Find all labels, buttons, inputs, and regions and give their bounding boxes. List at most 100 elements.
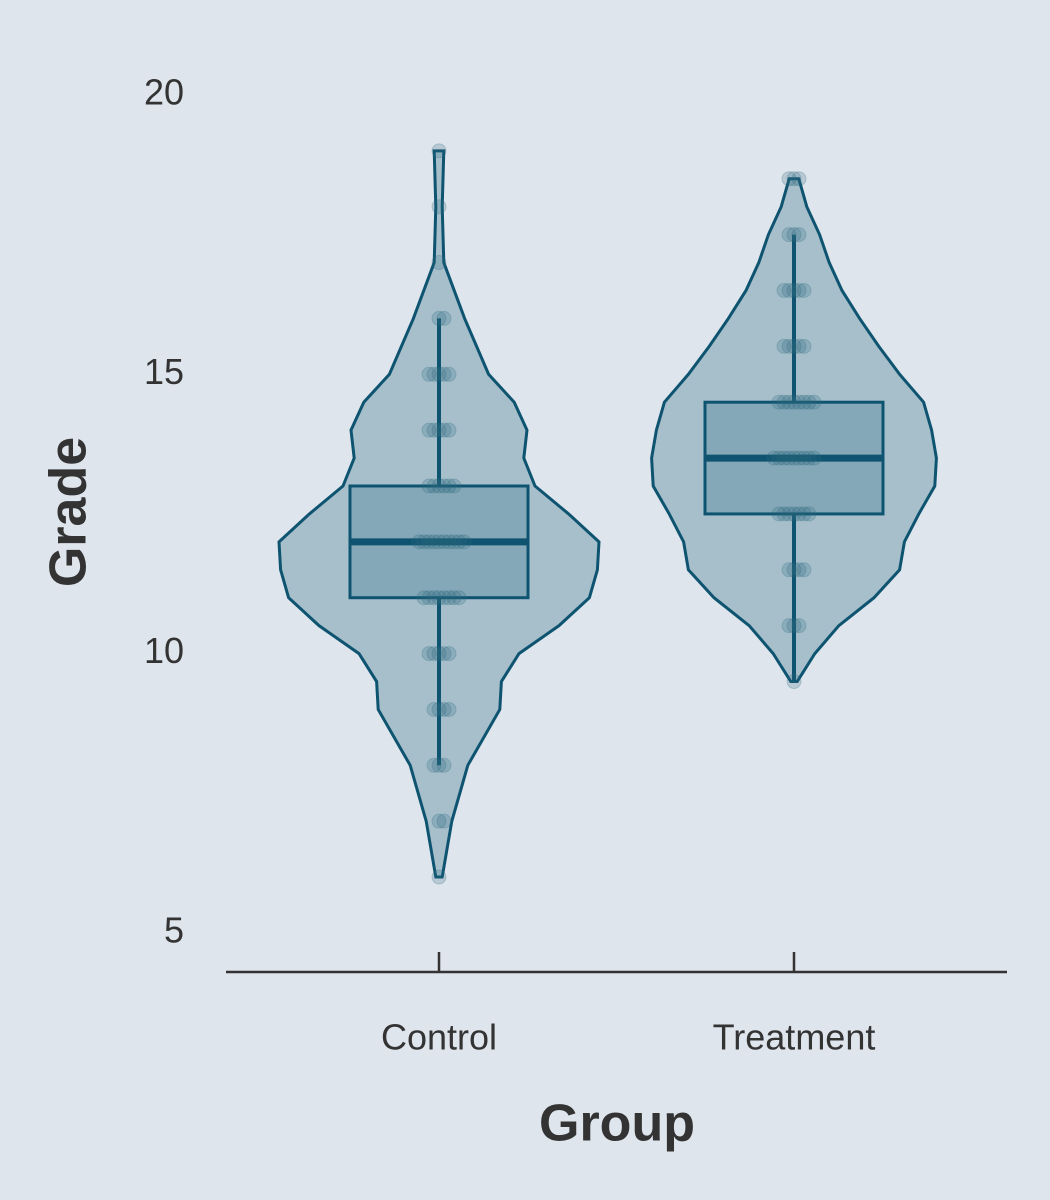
point xyxy=(771,450,787,466)
point xyxy=(781,171,797,187)
point xyxy=(786,674,802,690)
point xyxy=(416,590,432,606)
point xyxy=(781,394,797,410)
x-tick-label: Treatment xyxy=(713,1017,876,1058)
point xyxy=(781,562,797,578)
point xyxy=(436,590,452,606)
point xyxy=(776,394,792,410)
point xyxy=(431,255,447,271)
point xyxy=(806,450,822,466)
point xyxy=(421,366,437,382)
point xyxy=(441,701,457,717)
point xyxy=(786,227,802,243)
point xyxy=(431,478,447,494)
y-axis-title: Grade xyxy=(40,437,98,587)
point xyxy=(786,338,802,354)
point xyxy=(776,450,792,466)
x-tick-label: Control xyxy=(381,1017,497,1058)
point xyxy=(786,506,802,522)
point xyxy=(796,338,812,354)
point xyxy=(431,199,447,215)
point xyxy=(421,422,437,438)
point xyxy=(776,506,792,522)
point xyxy=(421,590,437,606)
point xyxy=(411,534,427,550)
point xyxy=(791,338,807,354)
point xyxy=(786,394,802,410)
point xyxy=(426,701,442,717)
point xyxy=(426,757,442,773)
point xyxy=(421,478,437,494)
point xyxy=(786,618,802,634)
point xyxy=(796,506,812,522)
point xyxy=(426,422,442,438)
point xyxy=(431,422,447,438)
y-tick-label: 10 xyxy=(144,630,184,671)
point xyxy=(796,562,812,578)
point xyxy=(431,534,447,550)
point xyxy=(786,562,802,578)
point xyxy=(781,506,797,522)
point xyxy=(791,394,807,410)
point xyxy=(796,282,812,298)
point xyxy=(776,338,792,354)
point xyxy=(446,590,462,606)
point xyxy=(791,227,807,243)
point xyxy=(431,701,447,717)
x-axis-title: Group xyxy=(539,1095,695,1153)
point xyxy=(431,366,447,382)
point xyxy=(426,590,442,606)
point xyxy=(436,646,452,662)
point xyxy=(796,450,812,466)
point xyxy=(431,590,447,606)
point xyxy=(781,338,797,354)
y-tick-label: 20 xyxy=(144,71,184,112)
point xyxy=(791,562,807,578)
point xyxy=(446,534,462,550)
point xyxy=(431,646,447,662)
point xyxy=(771,506,787,522)
point xyxy=(801,394,817,410)
point xyxy=(791,282,807,298)
point xyxy=(801,506,817,522)
point xyxy=(426,534,442,550)
point xyxy=(436,478,452,494)
point xyxy=(436,757,452,773)
point xyxy=(436,422,452,438)
point xyxy=(781,227,797,243)
point xyxy=(441,422,457,438)
point xyxy=(771,394,787,410)
point xyxy=(431,757,447,773)
point xyxy=(456,534,472,550)
point xyxy=(436,534,452,550)
point xyxy=(806,394,822,410)
point xyxy=(441,534,457,550)
point xyxy=(786,171,802,187)
point xyxy=(801,450,817,466)
point xyxy=(426,646,442,662)
point xyxy=(441,646,457,662)
point xyxy=(781,450,797,466)
point xyxy=(436,310,452,326)
y-tick-label: 15 xyxy=(144,351,184,392)
point xyxy=(791,171,807,187)
point xyxy=(431,869,447,885)
y-tick-label: 5 xyxy=(164,909,184,950)
point xyxy=(416,534,432,550)
point xyxy=(791,506,807,522)
point xyxy=(451,590,467,606)
point xyxy=(791,450,807,466)
point xyxy=(426,366,442,382)
point xyxy=(421,534,437,550)
point xyxy=(436,701,452,717)
point xyxy=(431,813,447,829)
point xyxy=(791,618,807,634)
point xyxy=(441,478,457,494)
point xyxy=(441,366,457,382)
point xyxy=(786,450,802,466)
point xyxy=(431,310,447,326)
point xyxy=(436,813,452,829)
point xyxy=(431,143,447,159)
